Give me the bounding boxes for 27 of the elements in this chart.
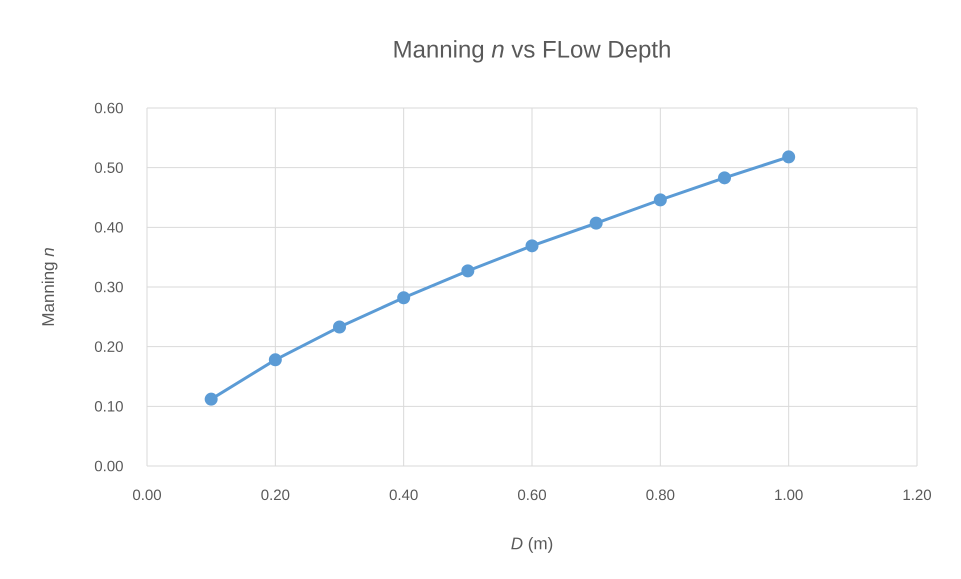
x-axis-title: D (m) [511, 536, 552, 553]
x-tick-label: 0.00 [132, 490, 162, 500]
x-tick-label: 1.00 [775, 490, 803, 500]
x-tick-label: 0.80 [646, 490, 674, 500]
y-tick-label: 0.20 [94, 341, 123, 352]
point [461, 264, 474, 278]
x-tick-label: 1.20 [904, 490, 932, 500]
y-tick-label: 0.40 [94, 222, 123, 233]
x-tick-label: 0.40 [390, 490, 418, 500]
point [397, 291, 410, 304]
point [654, 193, 667, 206]
y-tick-label: 0.00 [94, 460, 123, 472]
point [526, 239, 539, 252]
point [268, 353, 282, 366]
y-tick-label: 0.10 [94, 401, 123, 412]
point [333, 320, 346, 334]
y-tick-label: 0.50 [94, 162, 123, 173]
chart-title: Manning n vs FLow Depth [394, 40, 670, 63]
point [590, 216, 603, 230]
x-tick-label: 0.20 [261, 490, 290, 500]
point [204, 392, 218, 406]
x-tick-label: 0.60 [518, 490, 546, 500]
point [718, 171, 732, 184]
point [782, 150, 796, 164]
y-tick-label: 0.30 [94, 282, 123, 292]
y-tick-label: 0.60 [94, 102, 123, 114]
y-axis-title: Manning n [42, 248, 58, 326]
